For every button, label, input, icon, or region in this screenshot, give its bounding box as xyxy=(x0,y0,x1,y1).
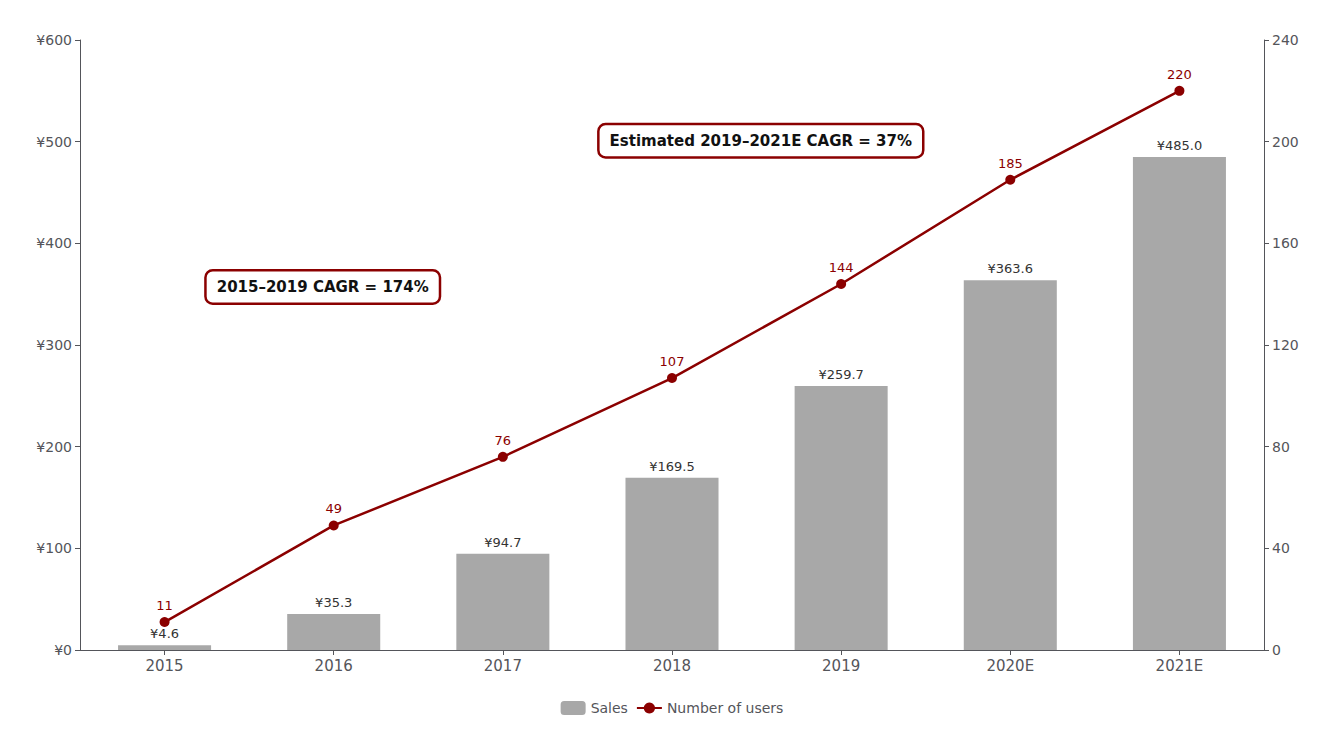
svg-text:¥35.3: ¥35.3 xyxy=(315,595,352,610)
svg-text:¥259.7: ¥259.7 xyxy=(818,367,864,382)
svg-text:160: 160 xyxy=(1272,235,1299,251)
svg-text:¥100: ¥100 xyxy=(36,540,72,556)
svg-text:¥300: ¥300 xyxy=(36,337,72,353)
svg-text:¥200: ¥200 xyxy=(36,439,72,455)
svg-text:0: 0 xyxy=(1272,642,1281,658)
svg-text:Estimated 2019–2021E CAGR = 37: Estimated 2019–2021E CAGR = 37% xyxy=(610,132,912,150)
svg-text:¥363.6: ¥363.6 xyxy=(988,261,1033,276)
svg-text:120: 120 xyxy=(1272,337,1299,353)
svg-text:40: 40 xyxy=(1272,540,1290,556)
svg-text:144: 144 xyxy=(829,260,854,275)
svg-text:76: 76 xyxy=(495,433,512,448)
svg-text:2016: 2016 xyxy=(315,657,353,675)
svg-text:240: 240 xyxy=(1272,32,1299,48)
svg-text:Sales: Sales xyxy=(591,700,628,716)
svg-text:2020E: 2020E xyxy=(986,657,1034,675)
svg-text:200: 200 xyxy=(1272,134,1299,150)
svg-text:¥169.5: ¥169.5 xyxy=(649,459,695,474)
svg-text:2021E: 2021E xyxy=(1156,657,1204,675)
svg-text:107: 107 xyxy=(660,354,685,369)
svg-text:¥485.0: ¥485.0 xyxy=(1157,138,1203,153)
svg-text:¥4.6: ¥4.6 xyxy=(150,626,179,641)
svg-text:Number of users: Number of users xyxy=(667,700,783,716)
svg-text:2018: 2018 xyxy=(653,657,691,675)
svg-text:¥400: ¥400 xyxy=(36,235,72,251)
svg-text:¥94.7: ¥94.7 xyxy=(484,535,521,550)
svg-text:2019: 2019 xyxy=(822,657,860,675)
svg-text:185: 185 xyxy=(998,156,1023,171)
svg-text:2015–2019 CAGR = 174%: 2015–2019 CAGR = 174% xyxy=(217,278,429,296)
svg-text:2017: 2017 xyxy=(484,657,522,675)
svg-text:¥500: ¥500 xyxy=(36,134,72,150)
svg-text:¥600: ¥600 xyxy=(36,32,72,48)
svg-text:¥0: ¥0 xyxy=(54,642,72,658)
svg-text:220: 220 xyxy=(1167,67,1192,82)
svg-text:49: 49 xyxy=(325,501,342,516)
svg-text:2015: 2015 xyxy=(145,657,183,675)
svg-text:11: 11 xyxy=(156,598,173,613)
svg-text:80: 80 xyxy=(1272,439,1290,455)
